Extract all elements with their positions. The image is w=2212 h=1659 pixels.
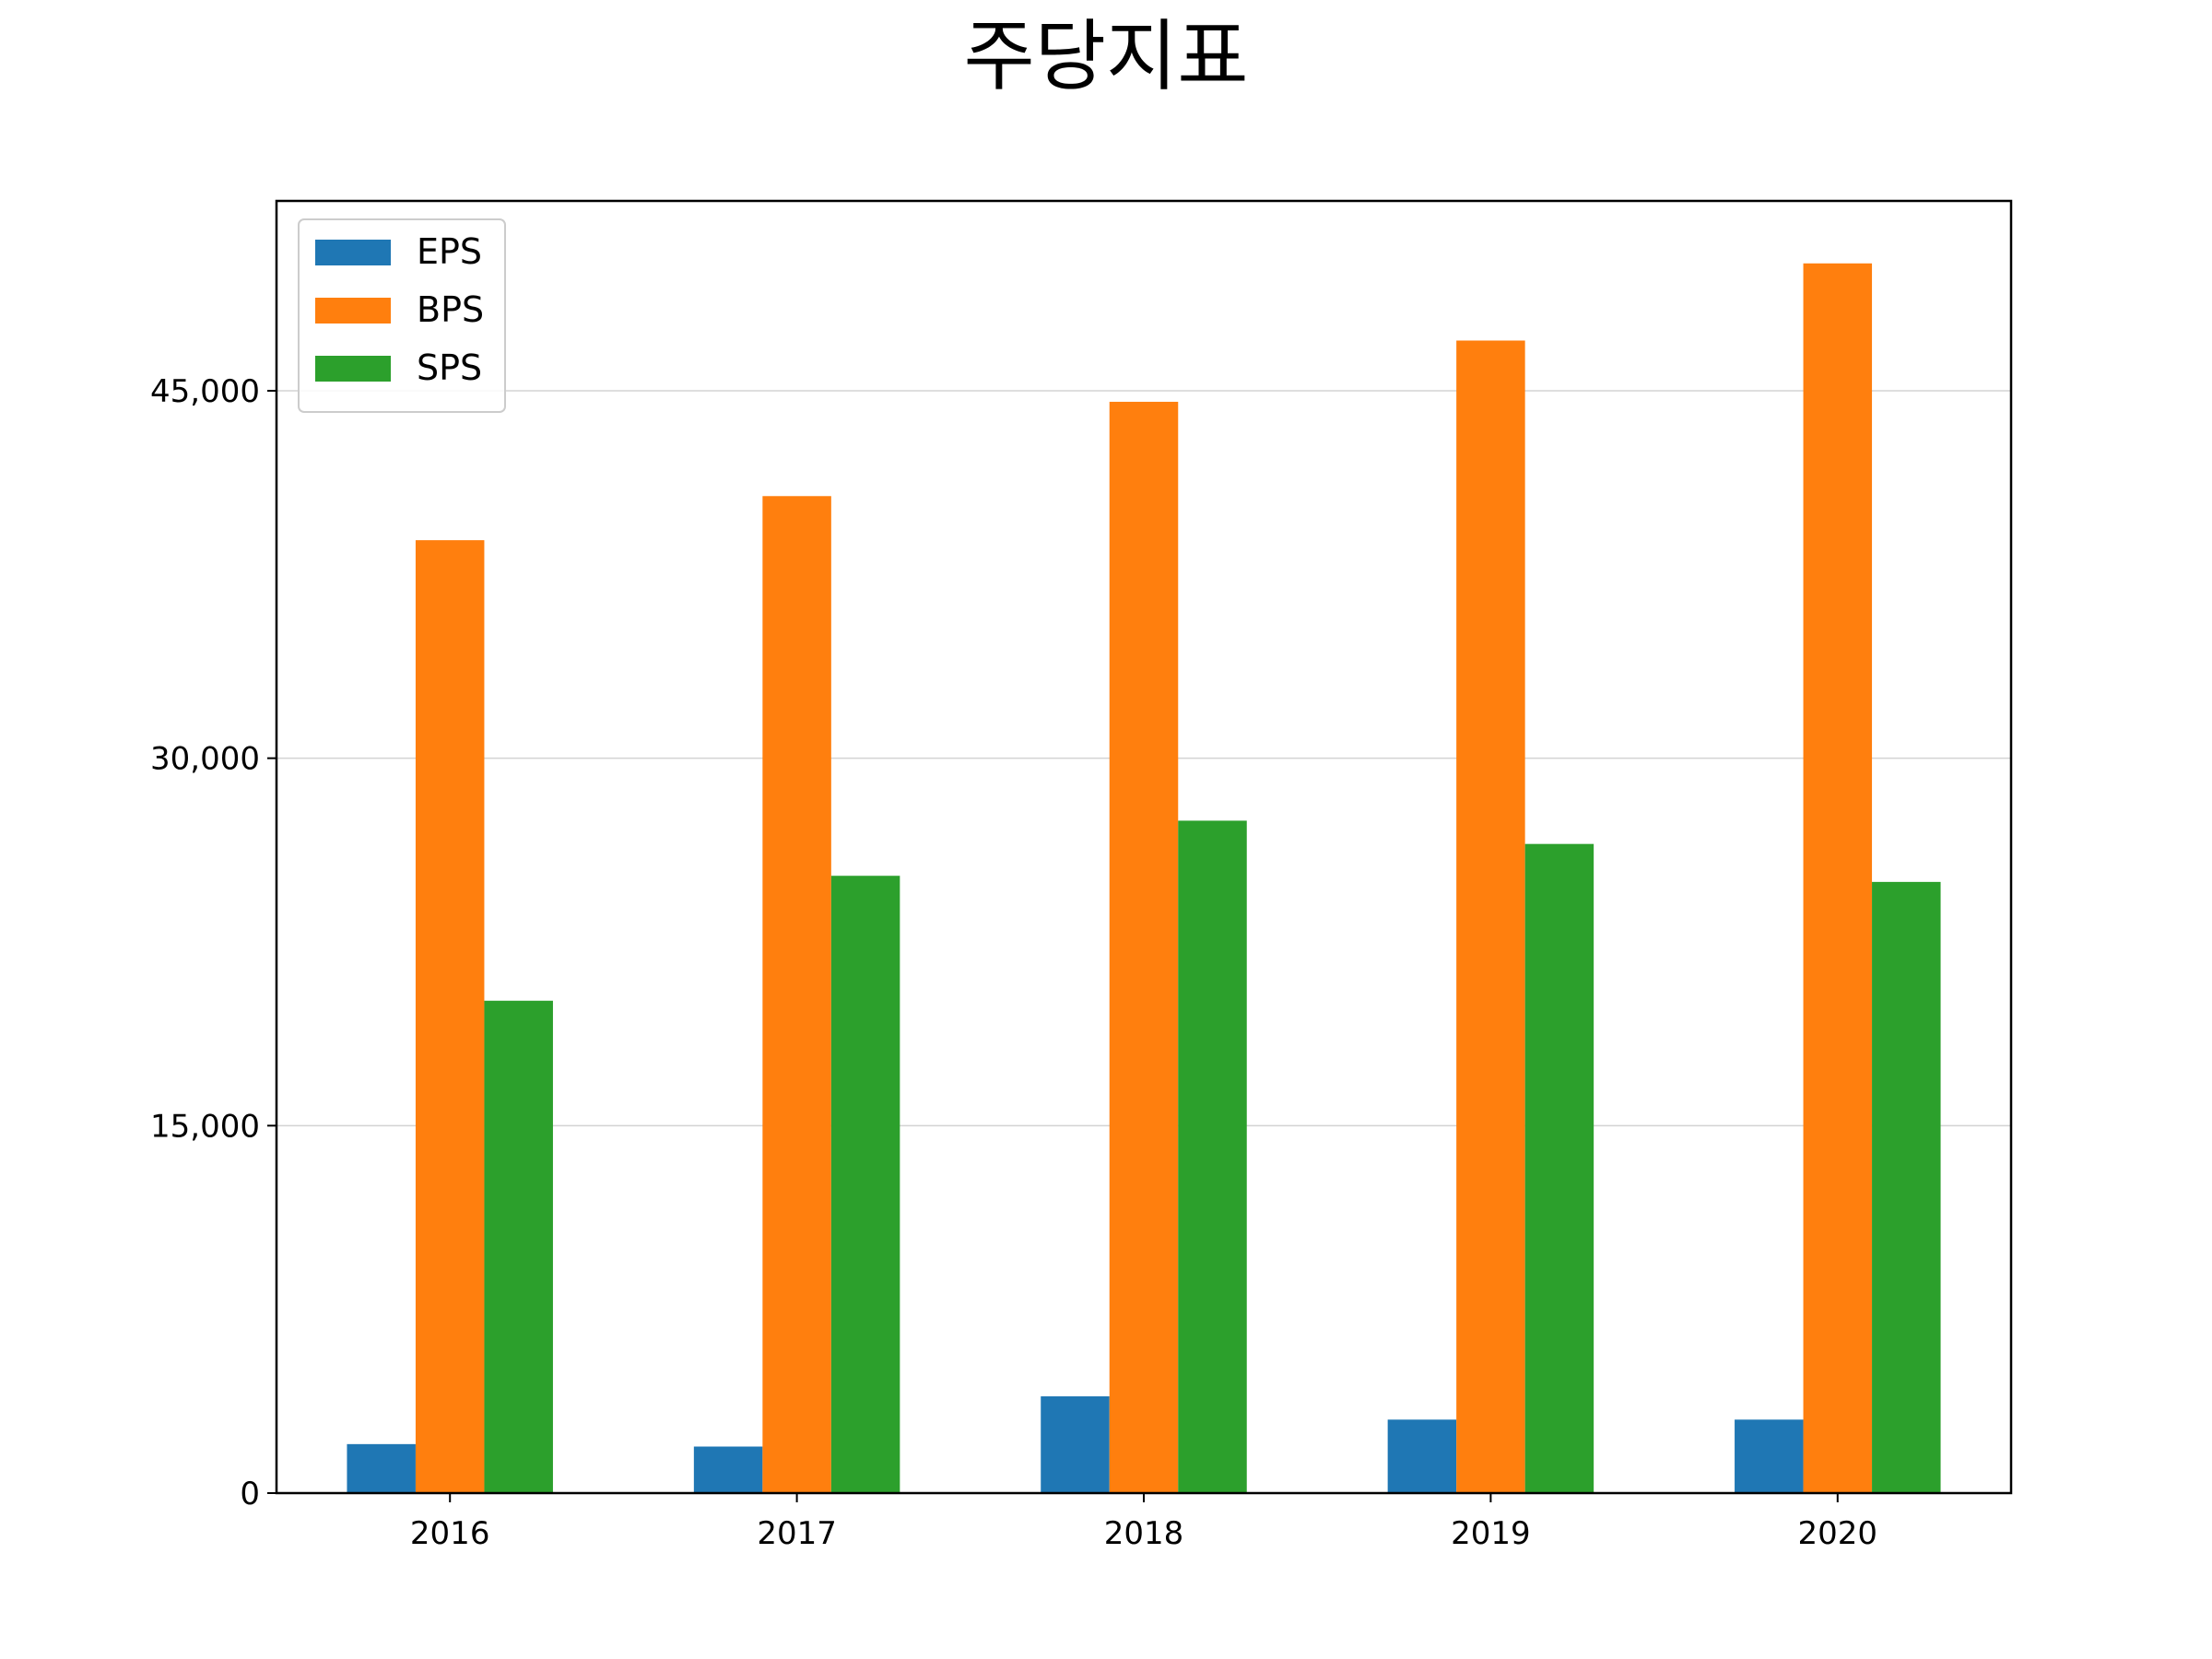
- bar-sps-2018: [1178, 820, 1247, 1493]
- legend-swatch-eps: [315, 240, 391, 265]
- bar-eps-2019: [1387, 1419, 1457, 1493]
- x-tick-label: 2017: [757, 1515, 837, 1552]
- bar-sps-2017: [830, 876, 900, 1493]
- x-tick-label: 2020: [1798, 1515, 1878, 1552]
- axes-layer: 0 15,000 30,000 45,000 2016 2017 2018 2019 2020: [150, 199, 2013, 1552]
- y-tick-label: 30,000: [150, 741, 260, 778]
- y-tick-label: 0: [240, 1476, 260, 1512]
- x-tick-label: 2016: [410, 1515, 490, 1552]
- bar-bps-2016: [415, 540, 485, 1493]
- chart-title: 주당지표: [963, 11, 1248, 101]
- bar-eps-2020: [1735, 1419, 1804, 1493]
- y-tick-label: 45,000: [150, 373, 260, 410]
- bar-eps-2018: [1041, 1396, 1110, 1493]
- y-tick-label: 15,000: [150, 1108, 260, 1145]
- bar-sps-2020: [1872, 881, 1941, 1493]
- legend-swatch-bps: [315, 298, 391, 324]
- bar-bps-2017: [762, 496, 831, 1493]
- x-tick-label: 2018: [1104, 1515, 1184, 1552]
- bar-bps-2018: [1109, 401, 1179, 1494]
- legend-label-eps: EPS: [417, 231, 482, 272]
- bar-sps-2016: [484, 1000, 553, 1493]
- x-tick-label: 2019: [1451, 1515, 1531, 1552]
- bar-sps-2019: [1524, 843, 1594, 1493]
- bar-eps-2016: [347, 1443, 416, 1493]
- legend-swatch-sps: [315, 356, 391, 382]
- bar-bps-2019: [1456, 340, 1525, 1493]
- legend-label-bps: BPS: [417, 289, 484, 330]
- bar-eps-2017: [693, 1446, 763, 1493]
- bar-bps-2020: [1803, 263, 1873, 1493]
- legend-label-sps: SPS: [417, 347, 482, 388]
- legend: EPS BPS SPS: [298, 218, 506, 413]
- bars-layer: [347, 263, 1941, 1494]
